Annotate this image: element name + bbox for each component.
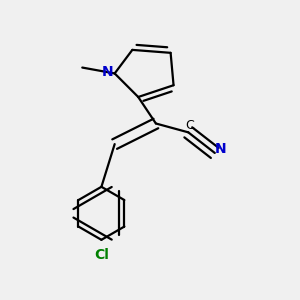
Text: C: C [185,119,194,132]
Text: N: N [101,65,113,79]
Text: N: N [214,142,226,156]
Text: Cl: Cl [94,248,109,262]
